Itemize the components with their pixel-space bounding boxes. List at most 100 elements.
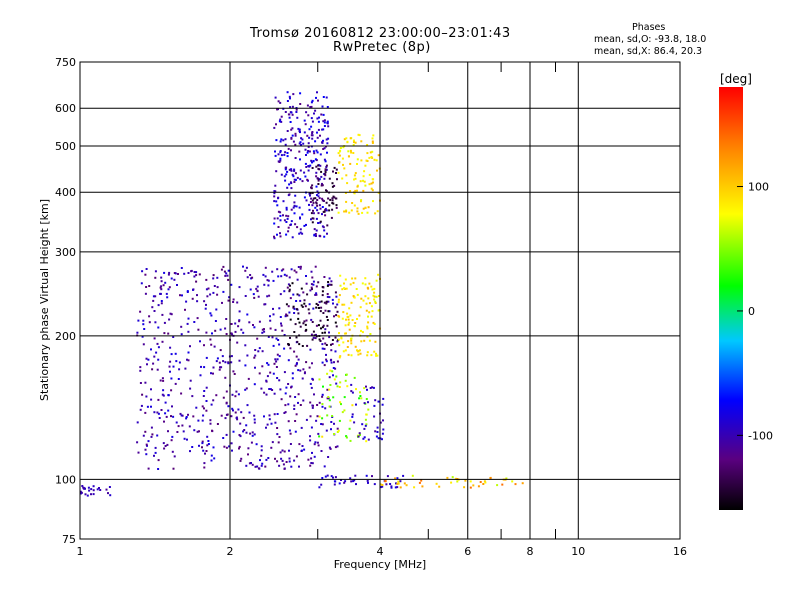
data-point [332,396,335,399]
data-point [244,295,247,297]
data-point [136,331,139,334]
data-point [311,288,313,291]
data-point [399,486,402,489]
data-point [167,394,170,397]
data-point [304,148,307,151]
data-point [315,302,318,305]
data-point [216,357,219,360]
data-point [198,444,200,447]
data-point [366,152,369,155]
data-point [246,313,249,316]
data-point [266,375,269,378]
data-point [151,306,154,309]
data-point [284,404,287,407]
data-point [199,374,202,377]
data-point [306,293,309,296]
data-point [377,400,380,403]
data-point [325,96,328,99]
data-point [309,401,312,404]
data-point [315,419,318,422]
data-point [327,125,330,128]
data-point [268,418,271,421]
data-point [168,286,171,289]
data-point [290,465,293,468]
data-point [372,200,374,203]
data-point [260,445,263,448]
data-point [303,224,306,227]
data-point [360,159,363,162]
data-point [326,284,329,287]
data-point [277,197,279,200]
data-point [319,164,322,167]
data-point [326,372,329,375]
data-point [316,204,319,207]
data-point [318,116,320,119]
data-point [327,283,330,286]
data-point [345,210,348,213]
data-point [283,219,286,222]
data-point [327,310,330,313]
data-point [336,303,339,306]
data-point [342,146,345,149]
data-point [372,134,375,137]
data-point [265,458,268,461]
data-point [332,170,334,173]
data-point [293,408,296,410]
data-point [330,280,333,283]
data-point [319,340,322,342]
data-point [284,168,287,171]
data-point [352,139,355,142]
data-point [294,143,297,146]
data-point [317,183,320,185]
data-point [309,194,311,197]
data-point [303,131,306,134]
data-point [150,348,152,351]
data-point [164,412,167,415]
data-point [376,169,378,172]
data-point [170,415,172,418]
data-point [342,350,345,353]
data-point [333,433,335,435]
data-point [405,484,408,487]
data-point [243,429,246,431]
data-point [180,414,183,417]
data-point [323,177,326,180]
data-point [333,196,336,199]
data-point [245,387,248,390]
data-point [321,182,323,185]
data-point [289,121,292,123]
data-point [279,388,282,391]
data-point [157,459,160,462]
data-point [277,108,279,111]
data-point [287,383,290,385]
data-point [332,302,334,305]
data-point [325,138,328,141]
data-point [258,372,261,375]
data-point [373,350,376,353]
data-point [324,475,327,478]
data-point [227,299,230,302]
data-point [107,492,109,495]
data-point [222,360,225,363]
data-point [307,308,310,311]
data-point [235,416,238,419]
data-point [308,128,311,131]
data-point [274,421,277,424]
y-tick-label: 500 [55,140,76,153]
data-point [287,403,290,406]
data-point [250,441,253,444]
data-point [287,230,290,233]
x-tick-label: 16 [673,545,687,558]
data-point [317,304,320,306]
data-point [210,343,213,346]
data-point [159,286,162,289]
data-point [278,120,281,123]
data-point [337,338,340,341]
data-point [295,413,298,416]
data-point [317,281,320,284]
data-point [184,367,187,370]
data-point [220,268,223,271]
data-point [313,393,315,396]
data-point [279,101,282,104]
data-point [81,485,84,487]
